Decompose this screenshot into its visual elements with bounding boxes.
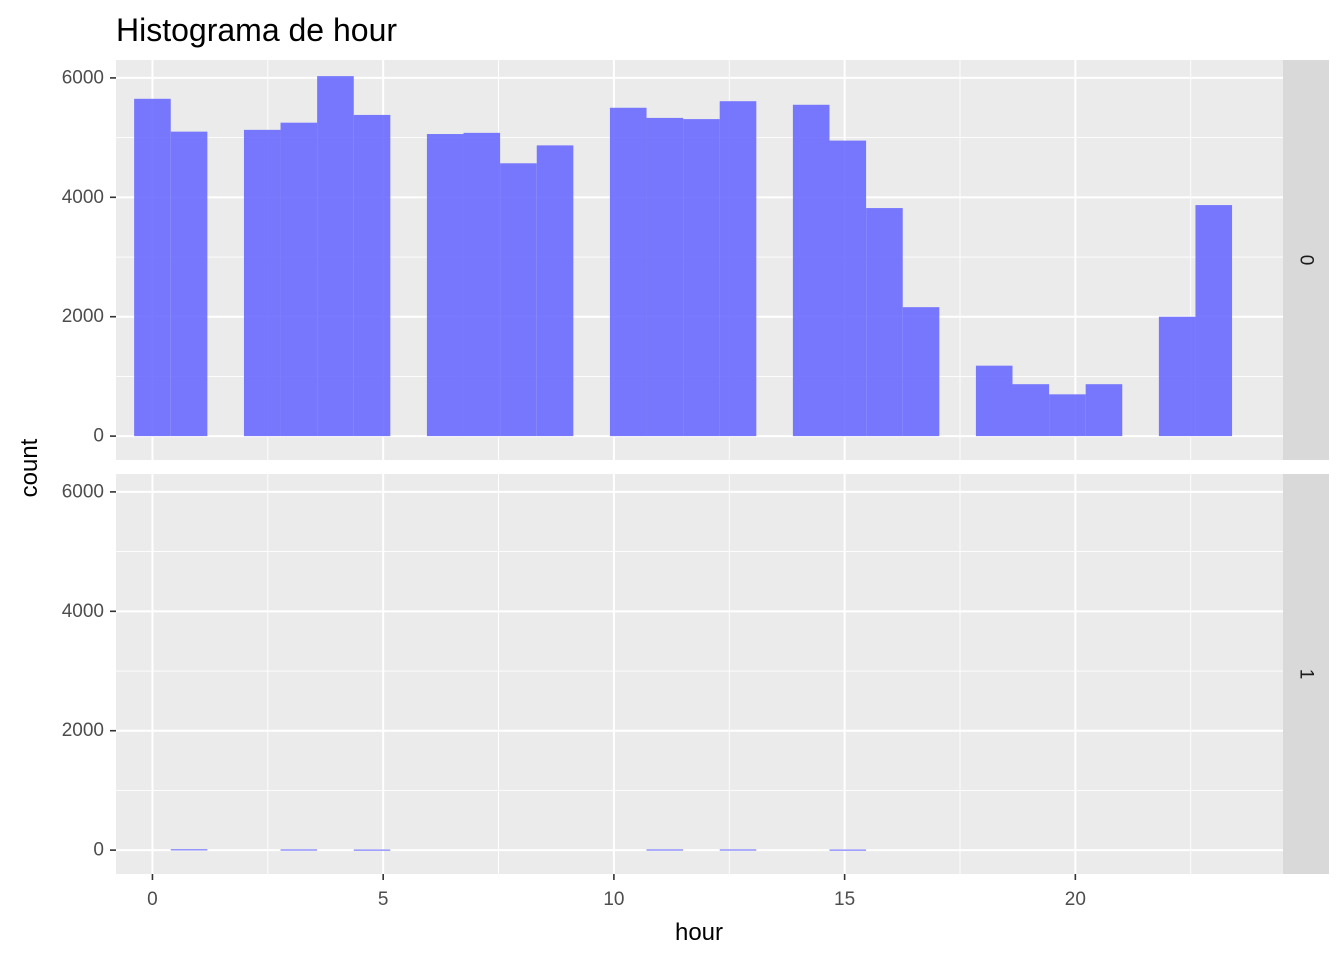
histogram-bar (975, 365, 1013, 437)
histogram-bar (683, 119, 720, 437)
histogram-bar (646, 849, 684, 851)
histogram-bar (1012, 384, 1050, 437)
bars (170, 849, 867, 851)
x-tick-label: 5 (378, 889, 389, 910)
histogram-bar (353, 849, 391, 851)
facet-strip (1283, 60, 1329, 460)
histogram-bar (792, 104, 830, 437)
histogram-bar (829, 849, 867, 851)
y-tick-label: 6000 (62, 481, 104, 502)
histogram-bar (170, 131, 208, 437)
histogram-bar (646, 117, 684, 437)
histogram-bar (500, 163, 537, 437)
x-tick-label: 15 (834, 889, 855, 910)
x-axis-title: hour (675, 919, 723, 946)
histogram-bar (536, 145, 574, 437)
x-tick-label: 10 (603, 889, 624, 910)
x-axis: 0 5 10 15 20 (147, 874, 1086, 910)
histogram-bar (609, 107, 647, 437)
y-axis: 0 2000 4000 6000 (62, 67, 116, 447)
y-tick-label: 2000 (62, 306, 104, 327)
histogram-bar (463, 132, 501, 437)
facet-strip (1283, 474, 1329, 874)
x-tick-label: 0 (147, 889, 158, 910)
histogram-bar (829, 140, 867, 437)
x-tick-label: 20 (1065, 889, 1086, 910)
histogram-bar (353, 114, 391, 437)
y-tick-label: 0 (93, 426, 104, 447)
histogram-bar (1049, 394, 1086, 437)
histogram-bar (1085, 384, 1123, 437)
chart-title: Histograma de hour (116, 12, 397, 48)
histogram-bar (866, 208, 903, 437)
y-axis: 0 2000 4000 6000 (62, 481, 116, 861)
histogram-bar (243, 129, 281, 437)
y-axis-title: count (16, 438, 43, 497)
panel-hour-0: 0 0 2000 4000 6000 (62, 60, 1329, 460)
y-tick-label: 6000 (62, 67, 104, 88)
histogram-bar (719, 101, 757, 437)
histogram-bar (1195, 205, 1233, 437)
y-tick-label: 4000 (62, 187, 104, 208)
y-tick-label: 0 (93, 840, 104, 861)
histogram-bar (426, 134, 464, 437)
panel-hour-1: 1 0 2000 4000 6000 (62, 474, 1329, 874)
y-tick-label: 2000 (62, 720, 104, 741)
bars (134, 76, 1233, 437)
histogram-bar (719, 849, 757, 851)
histogram-bar (1158, 316, 1196, 437)
histogram-bar (170, 849, 208, 851)
facet-strip-label: 1 (1296, 669, 1317, 680)
y-tick-label: 4000 (62, 601, 104, 622)
histogram-bar (280, 849, 318, 851)
histogram-bar (317, 76, 354, 437)
histogram-bar (280, 122, 318, 437)
histogram-bar (134, 98, 171, 437)
panel-background (116, 474, 1283, 874)
facet-strip-label: 0 (1296, 255, 1317, 266)
histogram-bar (902, 307, 940, 437)
